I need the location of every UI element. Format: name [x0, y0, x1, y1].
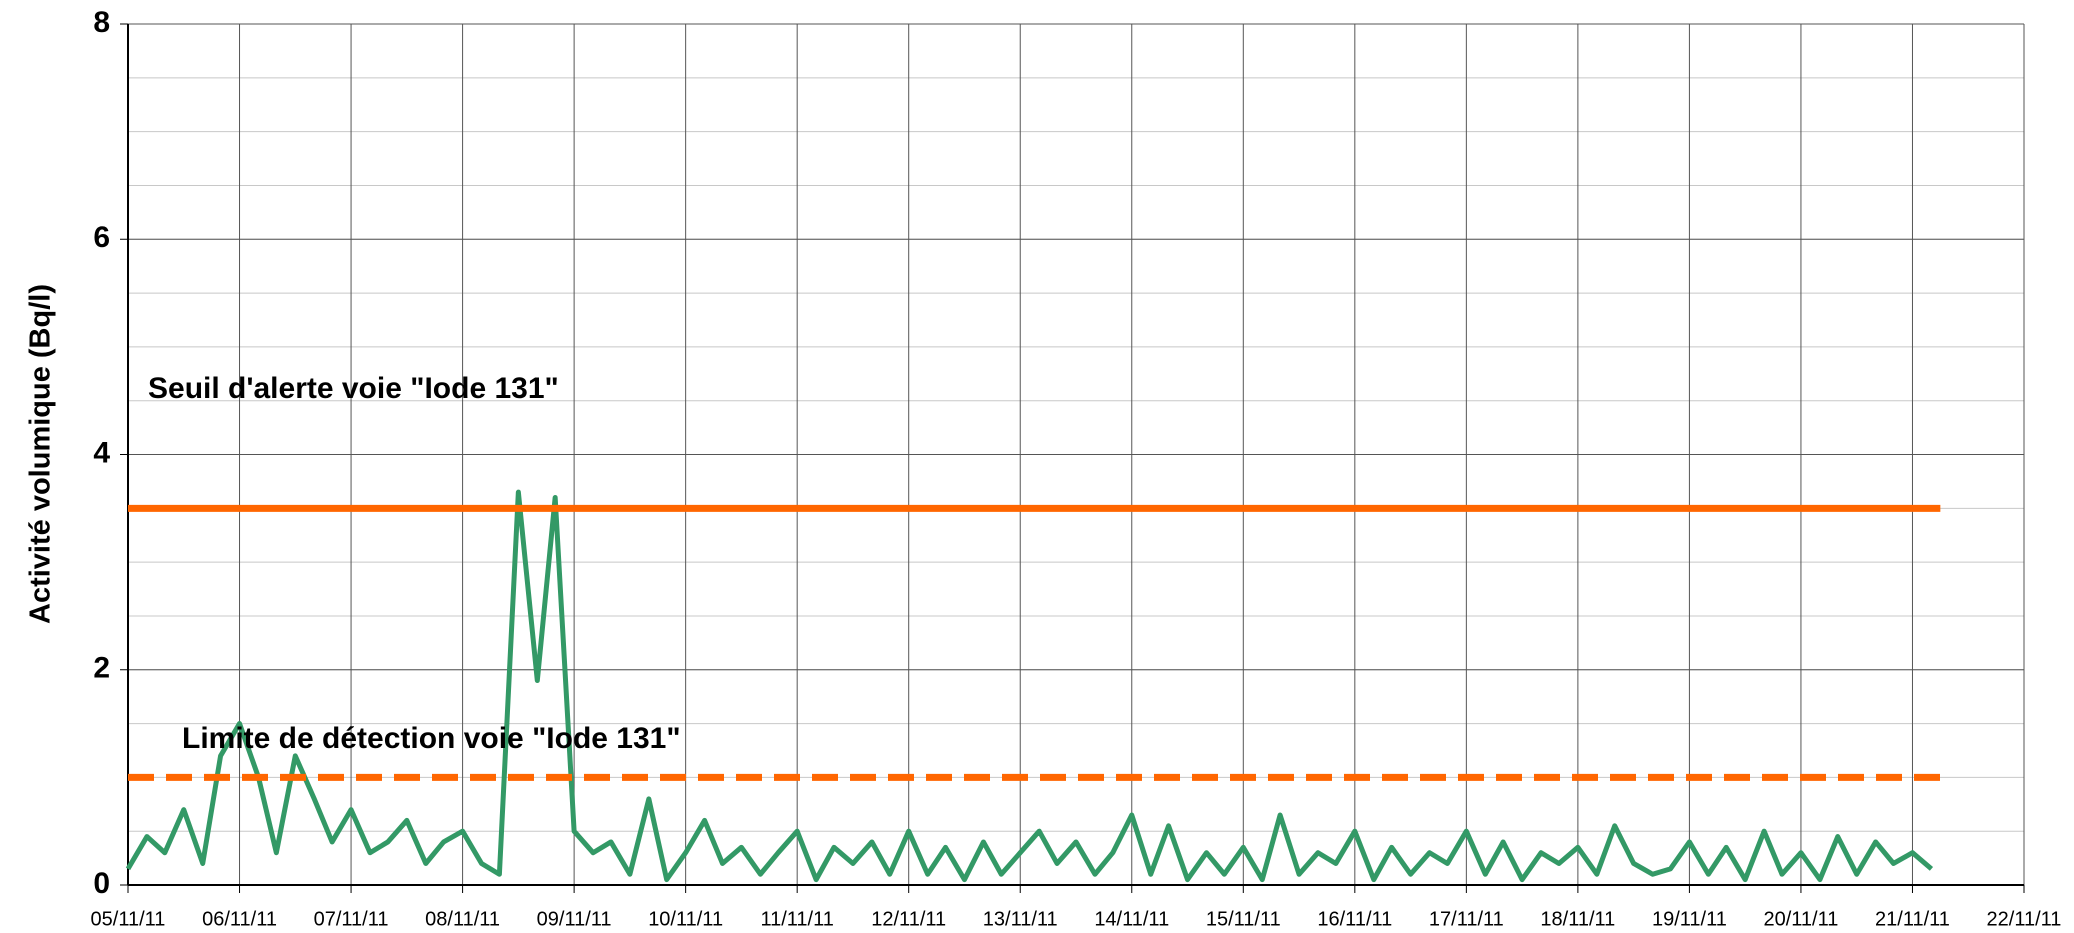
series-line — [125, 489, 1934, 883]
x-tick-label: 22/11/11 — [1987, 908, 2062, 930]
x-tick-label: 15/11/11 — [1206, 908, 1281, 930]
y-tick-label: 8 — [93, 6, 110, 39]
x-tick-label: 21/11/11 — [1875, 908, 1950, 930]
y-tick-label: 4 — [93, 436, 110, 469]
x-tick-label: 05/11/11 — [91, 908, 166, 930]
y-tick-label: 2 — [93, 652, 110, 685]
y-tick-label: 6 — [93, 221, 110, 254]
x-tick-label: 06/11/11 — [202, 908, 277, 930]
annotation: Seuil d'alerte voie "Iode 131" — [148, 372, 559, 405]
x-tick-label: 16/11/11 — [1317, 908, 1392, 930]
x-tick-label: 20/11/11 — [1763, 908, 1838, 930]
x-tick-label: 14/11/11 — [1094, 908, 1169, 930]
x-tick-label: 17/11/11 — [1429, 908, 1504, 930]
x-tick-label: 18/11/11 — [1540, 908, 1615, 930]
x-tick-label: 11/11/11 — [760, 908, 833, 930]
x-tick-label: 08/11/11 — [425, 908, 500, 930]
x-tick-label: 13/11/11 — [983, 908, 1058, 930]
y-tick-label: 0 — [93, 867, 110, 900]
x-tick-label: 19/11/11 — [1652, 908, 1727, 930]
x-tick-label: 12/11/11 — [871, 908, 946, 930]
x-tick-label: 09/11/11 — [537, 908, 612, 930]
annotation: Limite de détection voie "Iode 131" — [182, 722, 681, 755]
x-tick-label: 10/11/11 — [648, 908, 723, 930]
y-axis-label: Activité volumique (Bq/l) — [25, 284, 57, 624]
x-tick-label: 07/11/11 — [314, 908, 389, 930]
